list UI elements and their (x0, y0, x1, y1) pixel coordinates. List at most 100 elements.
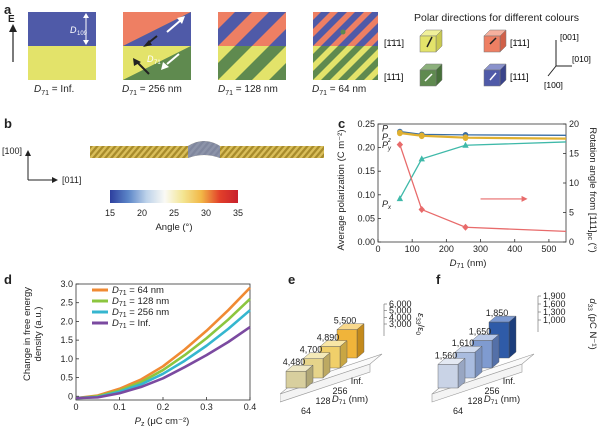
e-z-label: ε33/ε0 (414, 313, 426, 335)
domain-wall-render (90, 141, 324, 158)
bar-z-label: 1,900 (543, 291, 566, 301)
d-xlabel: Pz (μC cm⁻²) (135, 416, 190, 428)
bar-x-tick: 128 (467, 396, 482, 406)
bar-x-tick: 128 (315, 396, 330, 406)
panel-f-label: f (436, 272, 441, 287)
c-y2tick-label: 15 (569, 149, 579, 159)
cube-green (419, 63, 443, 87)
caption-256: D71 = 256 nm (122, 84, 182, 97)
cube-salmon (483, 29, 507, 53)
d-xtick-label: 0.4 (244, 402, 257, 412)
bar-value-label: 4,890 (317, 333, 340, 343)
domain-images: D 109 D 71 (28, 12, 378, 80)
cube-label-2: [11̄1] (384, 72, 403, 82)
axes-b (25, 150, 58, 183)
bar-value-label: 1,850 (486, 308, 509, 318)
d-ylabel-1: Change in free energy (22, 287, 33, 381)
axis-100-b: [100] (2, 146, 23, 156)
legend-title: Polar directions for different colours (414, 12, 579, 24)
chart-d: 0 0.5 1.0 1.5 2.0 2.5 3.0 0 0.1 0.2 0.3 0.4 Change … (22, 279, 257, 428)
c-point (396, 195, 404, 202)
cb-tick-35: 35 (233, 208, 243, 218)
c-point (462, 141, 469, 148)
bar-side (491, 334, 500, 369)
c-xtick-label: 100 (405, 244, 420, 254)
cube-blue (483, 63, 507, 87)
panel-e-label: e (288, 272, 296, 287)
axis-100: [100] (544, 80, 563, 90)
c-label-Pz: Pz (382, 132, 391, 144)
c-xtick-label: 300 (473, 244, 488, 254)
axis-triad: [001] [010] [100] (544, 32, 591, 90)
c-xtick-label: 200 (439, 244, 454, 254)
cube-legend: [1̄1̄1] [1̄11] [11̄1] [111] [001] [010] … (384, 29, 591, 90)
c-y2tick-label: 10 (569, 178, 579, 188)
cube-label-0: [1̄1̄1] (384, 38, 404, 48)
bar-value-label: 1,610 (452, 338, 475, 348)
bar-x-label: D71 (nm) (484, 394, 520, 406)
colorbar (110, 190, 238, 203)
c-series-line (399, 144, 567, 233)
c-ylabel-left: Average polarization (C m⁻²) (336, 130, 347, 251)
bar-z-label: 1,600 (543, 299, 566, 309)
bar-front (285, 371, 307, 389)
c-y2tick-label: 20 (569, 119, 579, 129)
bar-front (437, 364, 459, 389)
d-ytick-label: 2.5 (60, 298, 73, 308)
d-xtick-label: 0.1 (113, 402, 126, 412)
colorbar-axis: 15 20 25 30 35 Angle (°) (105, 208, 243, 233)
cb-tick-30: 30 (201, 208, 211, 218)
d-ytick-label: 0.5 (60, 373, 73, 383)
d109-label: D (70, 25, 77, 35)
domain-image-64 (313, 12, 378, 80)
c-ytick-label: 0.25 (357, 119, 375, 129)
bar-x-label: D71 (nm) (332, 394, 368, 406)
d-xtick-label: 0.3 (200, 402, 213, 412)
d-ytick-label: 1.5 (60, 335, 73, 345)
caption-inf: D71 = Inf. (34, 84, 75, 97)
d71-label: D (147, 54, 154, 64)
legend-inf: D71 = Inf. (112, 318, 151, 330)
c-y2tick-label: 0 (569, 237, 574, 247)
c-series-line (399, 141, 567, 199)
c-point (462, 223, 469, 231)
axis-001: [001] (560, 32, 579, 42)
c-label-P: P (382, 124, 388, 134)
cb-tick-25: 25 (169, 208, 179, 218)
bar-value-label: 5,500 (334, 316, 357, 326)
c-xtick-label: 500 (541, 244, 556, 254)
c-y2tick-label: 5 (569, 208, 574, 218)
bar-z-label: 4,000 (389, 312, 412, 322)
domain-image-128 (218, 12, 286, 80)
cb-label: Angle (°) (155, 222, 192, 233)
domain-image-256: D 71 (123, 12, 191, 80)
c-point (462, 135, 469, 141)
caption-128: D71 = 128 nm (218, 84, 278, 97)
bar-x-tick: 64 (453, 406, 463, 416)
legend-64: D71 = 64 nm (112, 285, 164, 297)
c-point (418, 133, 425, 140)
domain-image-inf: D 109 (28, 12, 96, 80)
c-xtick-label: 0 (375, 244, 380, 254)
bar-side (356, 323, 365, 359)
c-ytick-label: 0.15 (357, 166, 375, 176)
bar-x-tick: 256 (484, 386, 499, 396)
legend-256: D71 = 256 nm (112, 307, 169, 319)
cube-label-1: [1̄11] (510, 38, 529, 48)
d-ylabel-2: density (a.u.) (33, 307, 44, 362)
c-ylabel-right: Rotation angle from [111]pc (°) (586, 127, 598, 252)
cube-yellow (419, 29, 443, 53)
bar-z-label: 1,000 (543, 315, 566, 325)
bar-z-label: 6,000 (389, 299, 412, 309)
bar-value-label: 4,480 (283, 357, 306, 367)
caption-64: D71 = 64 nm (312, 84, 367, 97)
field-label: E (8, 14, 15, 25)
c-series-line (399, 131, 567, 139)
d-series-line (75, 325, 251, 400)
panel-c-label: c (338, 116, 346, 131)
bar-z-label: 5,000 (389, 306, 412, 316)
bar-value-label: 1,560 (435, 350, 458, 360)
c-ytick-label: 0.10 (357, 190, 375, 200)
